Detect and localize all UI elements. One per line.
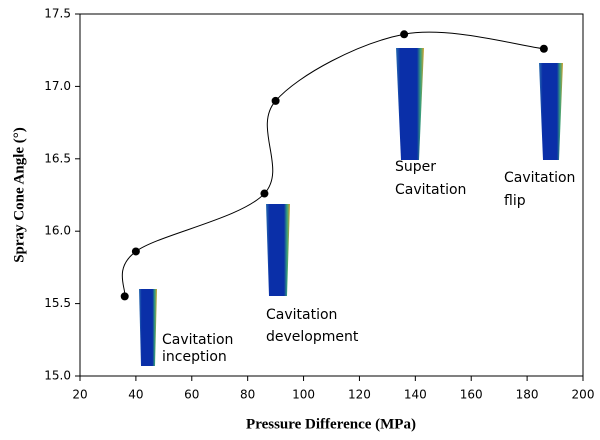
y-tick-label: 15.0 <box>44 369 71 383</box>
annotation: Cavitation <box>395 182 466 198</box>
data-point <box>120 292 129 301</box>
data-point <box>131 247 140 256</box>
annotation: Cavitation <box>504 170 575 186</box>
x-tick-label: 140 <box>404 388 427 402</box>
x-axis-label: Pressure Difference (MPa) <box>246 416 416 432</box>
x-tick-label: 80 <box>240 388 255 402</box>
curve <box>121 31 544 297</box>
plot-frame <box>79 13 584 377</box>
annotation: Cavitation <box>162 332 233 348</box>
y-tick-label: 17.5 <box>44 7 71 21</box>
y-tick-label: 15.5 <box>44 296 71 310</box>
annotation: Cavitation <box>266 307 337 323</box>
x-tick-label: 20 <box>72 388 87 402</box>
nozzle-image <box>139 289 157 366</box>
nozzle-image <box>539 63 563 160</box>
y-tick-label: 16.0 <box>44 224 71 238</box>
x-tick-label: 40 <box>128 388 143 402</box>
x-tick-label: 60 <box>184 388 199 402</box>
y-tick-label: 16.5 <box>44 151 71 165</box>
y-axis-label: Spray Cone Angle (°) <box>11 127 27 263</box>
x-tick-label: 180 <box>516 388 539 402</box>
data-point <box>400 30 409 39</box>
annotation: inception <box>162 349 227 365</box>
x-tick-label: 120 <box>348 388 371 402</box>
x-tick-label: 100 <box>292 388 315 402</box>
annotation: Super <box>395 159 436 175</box>
x-tick-label: 160 <box>460 388 483 402</box>
annotation: development <box>266 329 359 345</box>
data-point <box>260 189 269 198</box>
nozzle-image <box>396 48 424 160</box>
data-point <box>271 96 280 105</box>
nozzle-image <box>266 204 290 296</box>
y-tick-label: 17.0 <box>44 79 71 93</box>
x-tick-label: 200 <box>572 388 595 402</box>
data-point <box>539 44 548 53</box>
annotation: flip <box>504 193 526 209</box>
